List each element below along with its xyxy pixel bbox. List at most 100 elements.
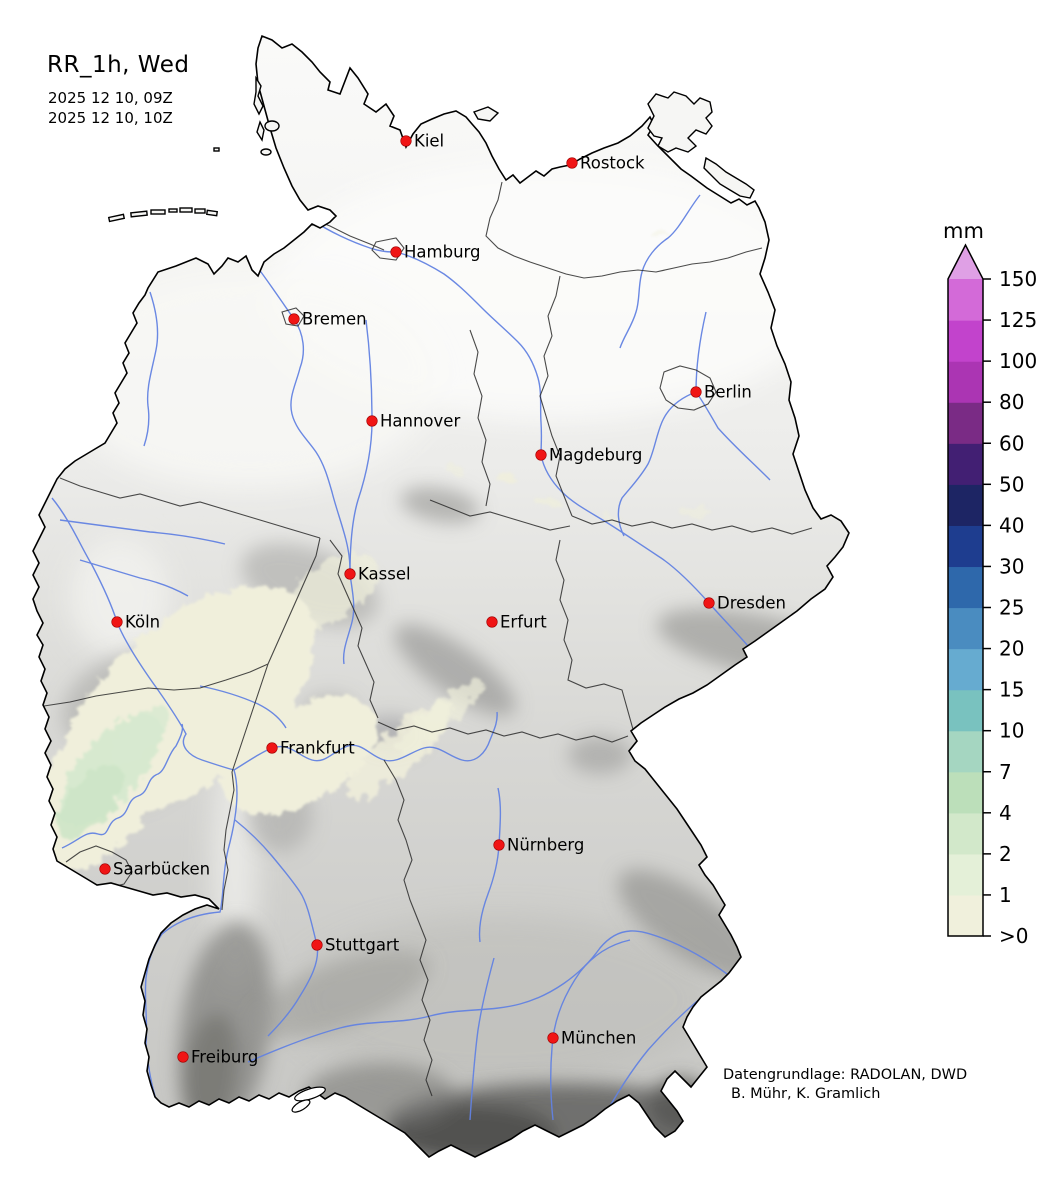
river-neckar (234, 819, 319, 1037)
harz-shade (400, 486, 480, 524)
city-label: Bremen (302, 310, 367, 329)
city-dot (400, 135, 412, 147)
river-lahn (199, 685, 287, 729)
river-danube (247, 930, 728, 1063)
colorbar-tick-label: 25 (999, 596, 1024, 620)
city-label: Frankfurt (280, 739, 355, 758)
colorbar-segment (948, 730, 983, 773)
city-label: Hannover (380, 412, 460, 431)
island-ruegen (647, 91, 713, 153)
city-marker-rostock: Rostock (566, 154, 645, 173)
data-source-credit: Datengrundlage: RADOLAN, DWD (723, 1067, 968, 1083)
bremen-state-border (281, 307, 305, 327)
islands-layer (107, 75, 755, 223)
city-marker-kassel: Kassel (344, 565, 411, 584)
city-label: Hamburg (404, 243, 481, 262)
city-label: Stuttgart (325, 936, 400, 955)
river-leine (349, 319, 373, 575)
hamburg-state-border (371, 237, 405, 261)
city-dot (344, 568, 356, 580)
city-dot (535, 449, 547, 461)
author-credit: B. Mühr, K. Gramlich (731, 1086, 881, 1102)
colorbar-tick-label: 125 (999, 308, 1037, 332)
city-label: Freiburg (191, 1048, 258, 1067)
page-title: RR_1h, Wed (47, 52, 190, 78)
city-marker-hamburg: Hamburg (390, 243, 481, 262)
city-dot (266, 742, 278, 754)
colorbar-segment (948, 443, 983, 485)
river-peene (619, 194, 701, 349)
colorbar-tick-label: 1 (999, 883, 1012, 907)
city-label: München (561, 1029, 636, 1048)
city-label: Berlin (704, 383, 752, 402)
city-label: Magdeburg (549, 446, 642, 465)
colorbar-tick-label: 80 (999, 390, 1024, 414)
city-dot (547, 1032, 559, 1044)
city-marker-bremen: Bremen (288, 310, 367, 329)
city-marker-köln: Köln (111, 613, 160, 632)
city-label: Kassel (358, 565, 411, 584)
city-label: Saarbücken (113, 860, 210, 879)
cities-layer: Kiel Rostock Hamburg Bremen Berlin Hannover Ma… (99, 132, 786, 1067)
city-marker-stuttgart: Stuttgart (311, 936, 400, 955)
island-pellworm (260, 148, 272, 156)
city-label: Köln (125, 613, 160, 632)
city-dot (566, 157, 578, 169)
city-marker-nürnberg: Nürnberg (493, 836, 584, 855)
city-dot (311, 939, 323, 951)
city-marker-saarbücken: Saarbücken (99, 860, 210, 879)
river-havel (695, 311, 707, 393)
colorbar-segment (948, 648, 983, 691)
city-marker-freiburg: Freiburg (177, 1048, 258, 1067)
river-lech (469, 957, 495, 1121)
lake-constance (291, 1086, 326, 1113)
valid-time-start: 2025 12 10, 09Z (48, 89, 173, 107)
colorbar-segment (948, 607, 983, 650)
colorbar-tick-label: 15 (999, 678, 1024, 702)
city-marker-erfurt: Erfurt (486, 613, 547, 632)
berlin-state-border (659, 365, 717, 411)
river-spree (617, 391, 771, 537)
city-marker-frankfurt: Frankfurt (266, 739, 355, 758)
island-helgoland (213, 147, 220, 152)
island-usedom (703, 156, 755, 199)
colorbar-segment (948, 771, 983, 814)
colorbar-tick-label: 7 (999, 760, 1012, 784)
colorbar-tick-label: 10 (999, 719, 1024, 743)
city-marker-kiel: Kiel (400, 132, 444, 151)
colorbar-tick-label: 50 (999, 472, 1024, 496)
colorbar-tick-label: 20 (999, 637, 1024, 661)
city-marker-hannover: Hannover (366, 412, 460, 431)
city-label: Kiel (414, 132, 444, 151)
colorbar-segment (948, 320, 983, 362)
colorbar-tick-label: >0 (999, 924, 1028, 948)
city-dot (703, 597, 715, 609)
precipitation-field (33, 231, 711, 871)
colorbar-segment (948, 484, 983, 526)
city-marker-berlin: Berlin (690, 383, 752, 402)
city-dot (288, 313, 300, 325)
colorbar-segment (948, 402, 983, 444)
colorbar-segment (948, 894, 983, 937)
colorbar-segment (948, 279, 983, 321)
colorbar-segment (948, 812, 983, 855)
city-marker-münchen: München (547, 1029, 636, 1048)
colorbar-segment (948, 566, 983, 609)
island-sylt (253, 75, 264, 116)
colorbar-tick-label: 4 (999, 801, 1012, 825)
colorbar-segment (948, 853, 983, 896)
precip-frankfurt-area (222, 695, 378, 815)
island-fehmarn (472, 106, 500, 122)
city-label: Rostock (580, 154, 645, 173)
colorbar-overflow-arrow (948, 245, 983, 279)
river-isar (550, 939, 631, 1121)
city-dot (177, 1051, 189, 1063)
colorbar-segment (948, 689, 983, 732)
city-marker-magdeburg: Magdeburg (535, 446, 642, 465)
city-dot (366, 415, 378, 427)
colorbar-tick-label: 30 (999, 554, 1024, 578)
colorbar-segment (948, 525, 983, 568)
valid-time-end: 2025 12 10, 10Z (48, 109, 173, 127)
